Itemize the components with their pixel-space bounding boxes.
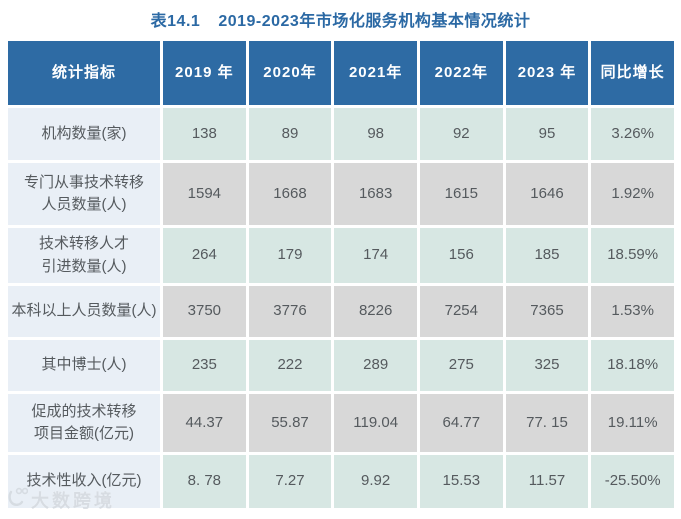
table-cell: 7.27 xyxy=(248,455,332,508)
row-label: 本科以上人员数量(人) xyxy=(8,286,160,337)
column-header-2023: 2023 年 xyxy=(505,41,589,105)
table-cell: 1668 xyxy=(248,163,332,225)
table-cell: 222 xyxy=(248,340,332,391)
table-cell: 7254 xyxy=(419,286,503,337)
table-cell: 138 xyxy=(163,108,246,160)
table-cell: 98 xyxy=(334,108,417,160)
table-cell: 15.53 xyxy=(419,455,503,508)
table-cell: 1683 xyxy=(334,163,417,225)
row-label: 技术性收入(亿元) xyxy=(8,455,160,508)
table-cell: 235 xyxy=(163,340,246,391)
row-label: 促成的技术转移 项目金额(亿元) xyxy=(8,394,160,452)
stats-table: 统计指标 2019 年 2020年 2021年 2022年 2023 年 同比增… xyxy=(8,41,674,508)
table-cell: 1.53% xyxy=(591,286,674,337)
table-cell: 185 xyxy=(505,228,589,283)
table-cell: 1646 xyxy=(505,163,589,225)
table-number: 表14.1 xyxy=(150,13,201,30)
table-cell: 1594 xyxy=(163,163,246,225)
table-cell: 8226 xyxy=(334,286,417,337)
table-cell: 18.59% xyxy=(591,228,674,283)
table-cell: -25.50% xyxy=(591,455,674,508)
table-cell: 8. 78 xyxy=(163,455,246,508)
table-title: 表14.1 2019-2023年市场化服务机构基本情况统计 xyxy=(0,7,681,31)
table-cell: 264 xyxy=(163,228,246,283)
table-cell: 1615 xyxy=(419,163,503,225)
table-cell: 18.18% xyxy=(591,340,674,391)
table-cell: 1.92% xyxy=(591,163,674,225)
table-title-text: 2019-2023年市场化服务机构基本情况统计 xyxy=(218,13,531,30)
table-cell: 11.57 xyxy=(505,455,589,508)
column-header-2020: 2020年 xyxy=(248,41,332,105)
row-label: 技术转移人才 引进数量(人) xyxy=(8,228,160,283)
table-cell: 44.37 xyxy=(163,394,246,452)
table-cell: 64.77 xyxy=(419,394,503,452)
column-header-2019: 2019 年 xyxy=(163,41,246,105)
table-cell: 156 xyxy=(419,228,503,283)
table-cell: 325 xyxy=(505,340,589,391)
table-cell: 3776 xyxy=(248,286,332,337)
table-cell: 174 xyxy=(334,228,417,283)
column-header-yoy: 同比增长 xyxy=(591,41,674,105)
table-cell: 55.87 xyxy=(248,394,332,452)
table-cell: 92 xyxy=(419,108,503,160)
table-cell: 289 xyxy=(334,340,417,391)
row-label: 机构数量(家) xyxy=(8,108,160,160)
column-header-2022: 2022年 xyxy=(419,41,503,105)
row-label: 其中博士(人) xyxy=(8,340,160,391)
column-header-indicator: 统计指标 xyxy=(8,41,160,105)
table-cell: 275 xyxy=(419,340,503,391)
table-cell: 89 xyxy=(248,108,332,160)
table-cell: 3.26% xyxy=(591,108,674,160)
table-cell: 119.04 xyxy=(334,394,417,452)
table-cell: 9.92 xyxy=(334,455,417,508)
table-cell: 19.11% xyxy=(591,394,674,452)
table-cell: 3750 xyxy=(163,286,246,337)
table-cell: 7365 xyxy=(505,286,589,337)
table-cell: 77. 15 xyxy=(505,394,589,452)
row-label: 专门从事技术转移 人员数量(人) xyxy=(8,163,160,225)
table-cell: 179 xyxy=(248,228,332,283)
column-header-2021: 2021年 xyxy=(334,41,417,105)
table-cell: 95 xyxy=(505,108,589,160)
